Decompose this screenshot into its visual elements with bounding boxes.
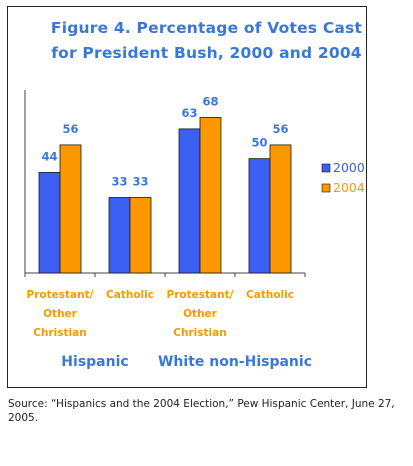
category-label-3: Christian <box>173 327 226 339</box>
category-label-1: Christian <box>33 327 86 339</box>
chart-title-line-1: Figure 4. Percentage of Votes Cast <box>50 19 363 37</box>
bar-2000-4 <box>248 158 271 274</box>
data-label-2000-2: 33 <box>111 175 127 189</box>
data-label-2000-1: 44 <box>41 149 57 163</box>
category-label-1: Other <box>43 308 78 320</box>
bar-2000-3 <box>178 128 201 274</box>
legend-swatch-2000 <box>321 163 331 173</box>
category-label-1: Protestant/ <box>27 289 94 301</box>
bar-2004-3 <box>199 117 222 274</box>
legend-label-2004: 2004 <box>333 180 365 195</box>
group-label-1: Hispanic <box>61 354 128 370</box>
bar-2004-4 <box>269 144 292 274</box>
category-label-4: Catholic <box>246 289 294 301</box>
data-label-2004-1: 56 <box>62 122 78 136</box>
category-label-3: Other <box>183 308 218 320</box>
legend-label-2000: 2000 <box>333 160 365 175</box>
group-label-2: White non-Hispanic <box>158 354 312 370</box>
chart-title-line-2: for President Bush, 2000 and 2004 <box>51 44 362 62</box>
legend-swatch-2004 <box>321 183 331 193</box>
data-label-2004-3: 68 <box>202 94 218 108</box>
bar-2004-1 <box>59 144 82 274</box>
category-label-2: Catholic <box>106 289 154 301</box>
data-label-2000-4: 50 <box>251 136 267 150</box>
category-label-3: Protestant/ <box>167 289 234 301</box>
source-note: Source: “Hispanics and the 2004 Election… <box>8 398 395 424</box>
data-label-2004-2: 33 <box>132 175 148 189</box>
bar-2000-1 <box>38 171 61 274</box>
data-label-2000-3: 63 <box>181 106 197 120</box>
data-label-2004-4: 56 <box>272 122 288 136</box>
bar-2004-2 <box>129 197 152 274</box>
bar-2000-2 <box>108 197 131 274</box>
